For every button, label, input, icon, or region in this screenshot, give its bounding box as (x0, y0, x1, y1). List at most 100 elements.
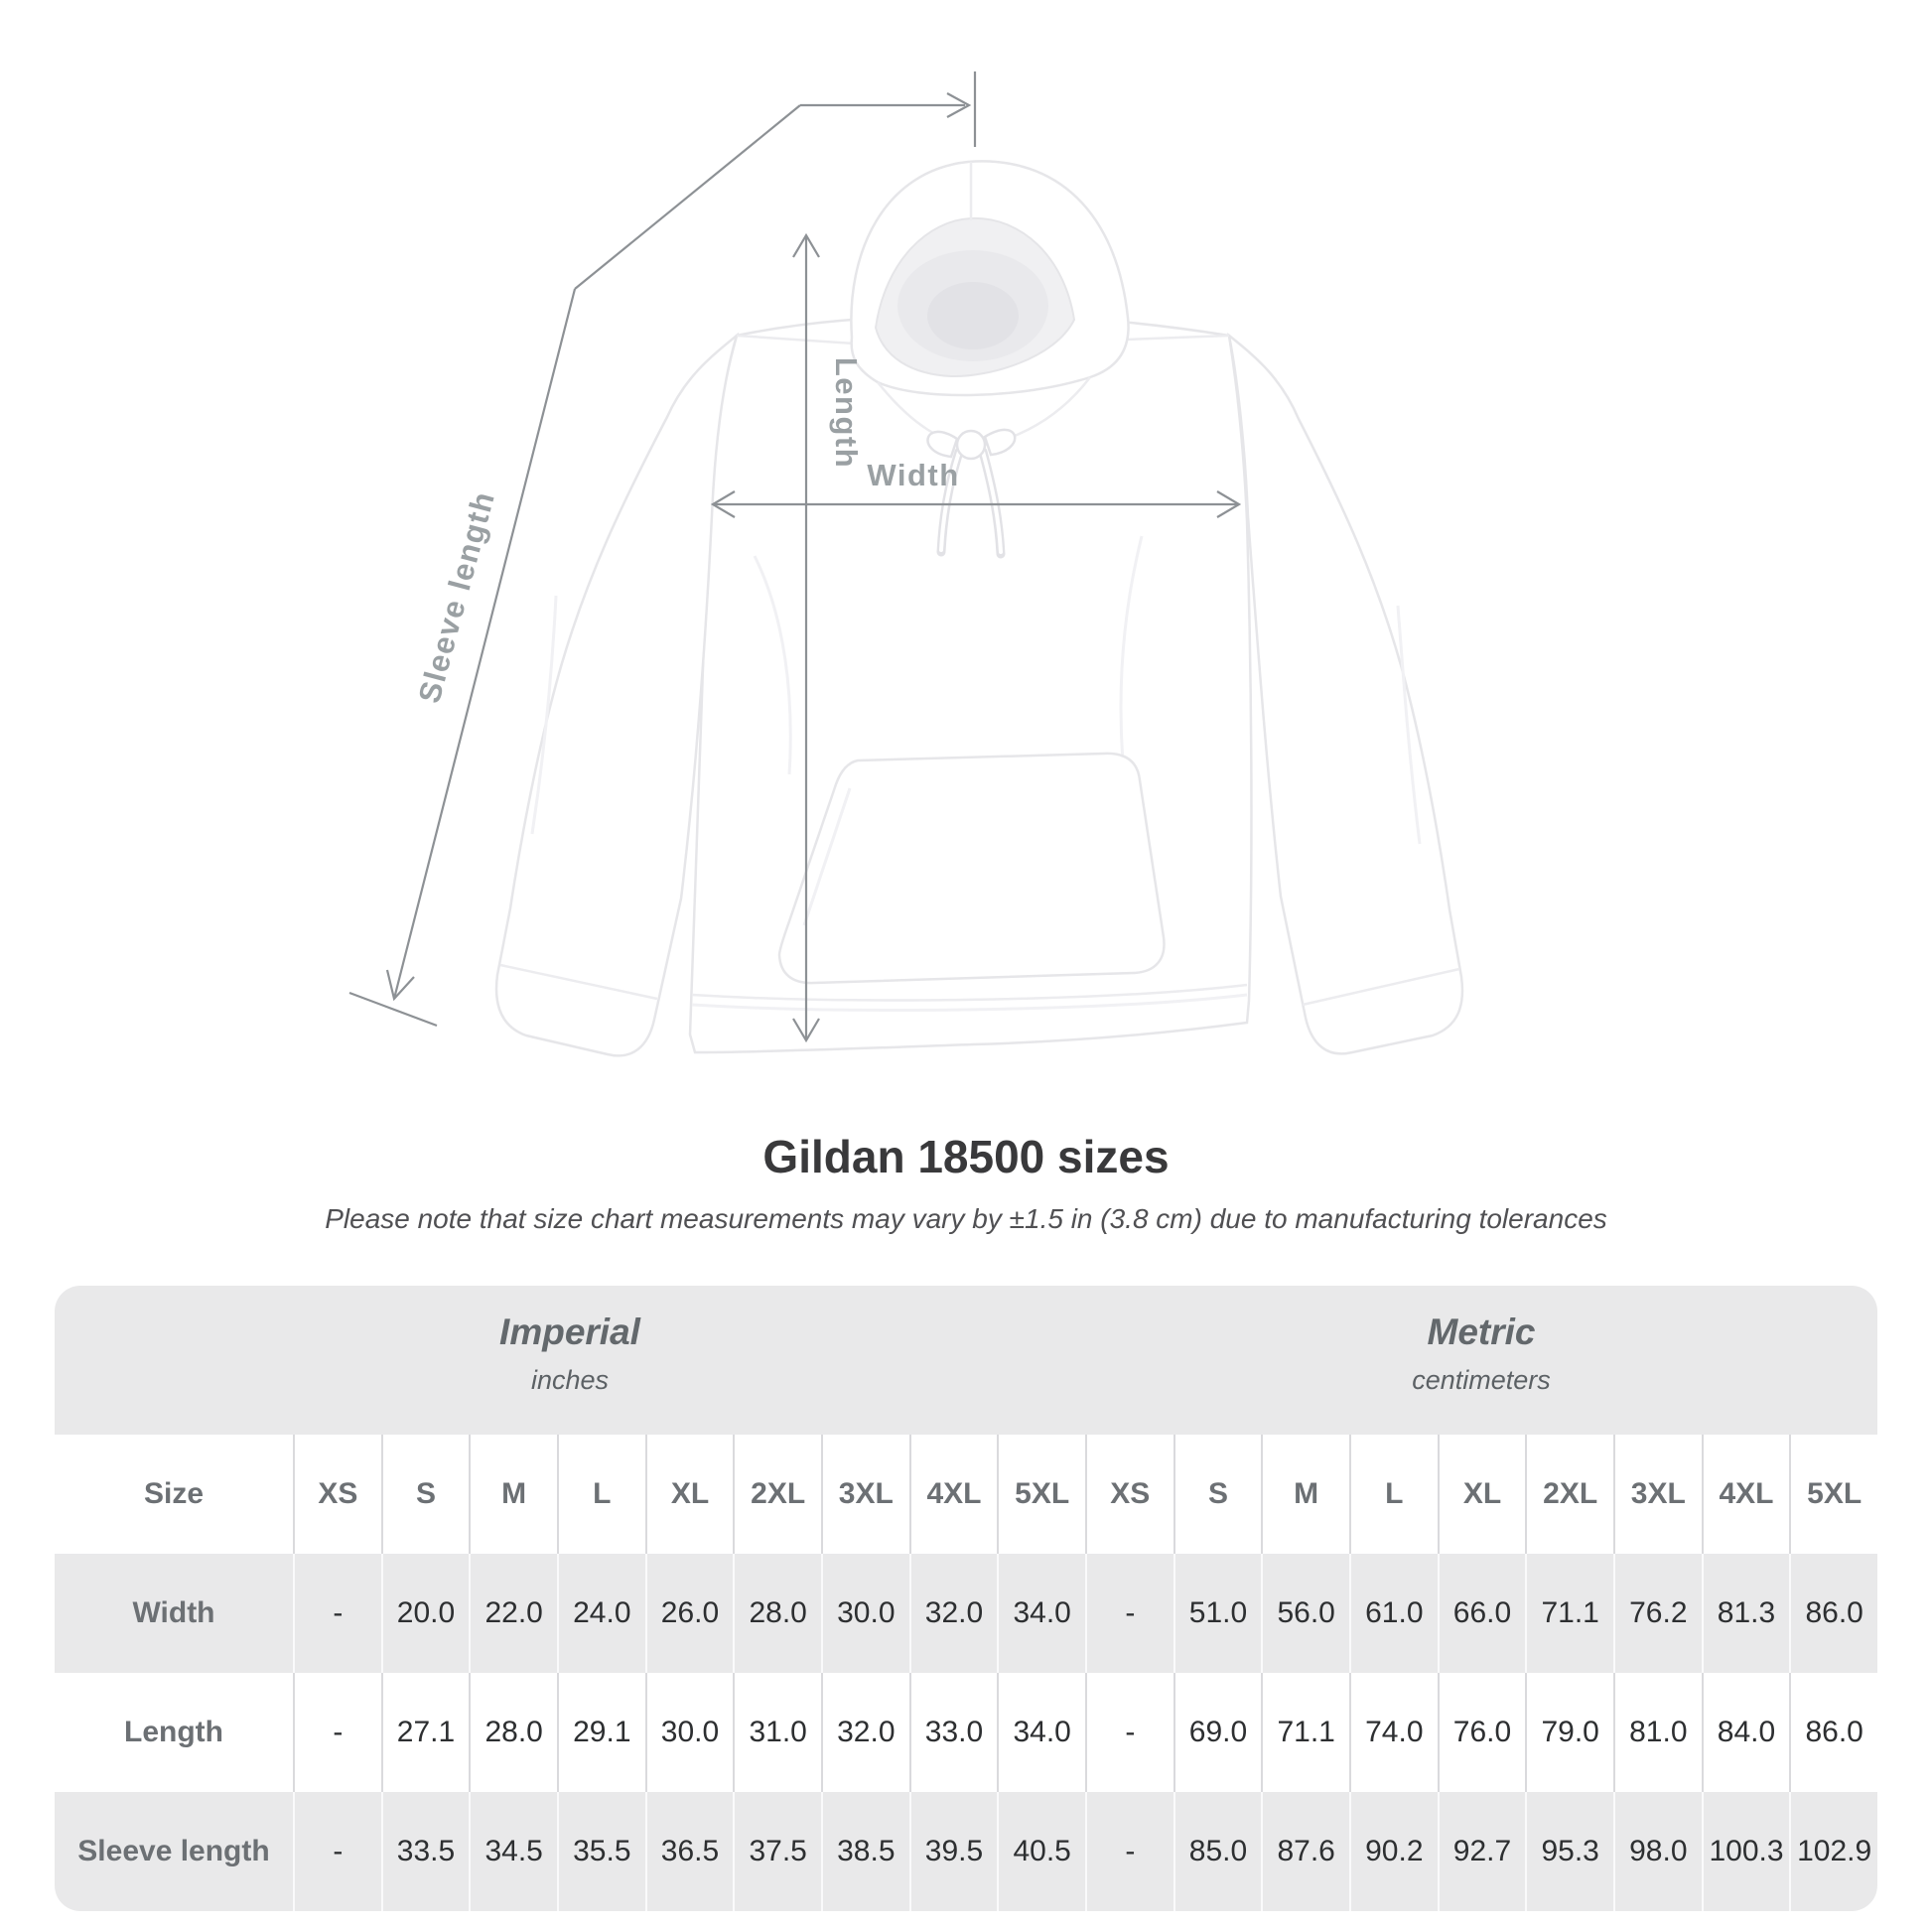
value-cell-metric-1: 51.0 (1173, 1554, 1262, 1673)
width-arrowhead-right (1216, 490, 1242, 518)
value-cell-metric-3: 61.0 (1348, 1554, 1438, 1673)
value-cell-imperial-2: 22.0 (469, 1554, 557, 1673)
value-cell-imperial-8: 34.0 (997, 1673, 1085, 1792)
size-header-imperial-7: 4XL (908, 1435, 998, 1554)
value-cell-imperial-0: - (293, 1673, 381, 1792)
size-header-metric-7: 4XL (1701, 1435, 1790, 1554)
value-cell-imperial-7: 39.5 (908, 1792, 998, 1911)
sleeve-length-row: Sleeve length -33.5 34.5 35.5 36.5 37.5 38.5 39… (55, 1792, 1877, 1911)
size-header-imperial-8: 5XL (997, 1435, 1085, 1554)
value-cell-metric-2: 87.6 (1261, 1792, 1349, 1911)
row-label: Length (124, 1716, 223, 1748)
value-cell-imperial-8: 40.5 (997, 1792, 1085, 1911)
length-arrowhead-top (792, 232, 820, 258)
kangaroo-pocket (777, 752, 1166, 985)
left-shoulder-seam (736, 334, 855, 345)
left-cuff-seam (499, 963, 658, 1001)
value-cell-imperial-5: 31.0 (733, 1673, 821, 1792)
size-header-imperial-6: 3XL (820, 1435, 909, 1554)
size-header-imperial-2: M (469, 1435, 557, 1554)
value-cell-metric-7: 81.3 (1701, 1554, 1790, 1673)
value-cell-imperial-4: 36.5 (644, 1792, 734, 1911)
metric-group-header: Metric centimeters (1085, 1286, 1877, 1435)
size-header-metric-6: 3XL (1612, 1435, 1702, 1554)
waistband-stitch (691, 993, 1248, 1012)
fabric-wrinkle (1396, 605, 1422, 845)
size-header-imperial-0: XS (293, 1435, 381, 1554)
pocket-opening-stitch (802, 787, 852, 926)
metric-group-title: Metric (1427, 1311, 1536, 1352)
sleeve-measure-arrowhead-right (946, 92, 972, 118)
sleeve-measure-bottom-tick (348, 991, 438, 1028)
metric-group-unit: centimeters (1412, 1365, 1551, 1395)
value-cell-imperial-2: 34.5 (469, 1792, 557, 1911)
value-cell-imperial-5: 37.5 (733, 1792, 821, 1911)
fabric-wrinkle (753, 555, 792, 775)
value-cell-imperial-7: 32.0 (908, 1554, 998, 1673)
size-header-metric-4: XL (1437, 1435, 1526, 1554)
size-header-metric-1: S (1173, 1435, 1262, 1554)
value-cell-metric-8: 86.0 (1789, 1554, 1877, 1673)
imperial-group-header: Imperial inches (55, 1286, 1085, 1435)
sleeve-length-label: Sleeve length (412, 487, 502, 707)
size-header-imperial-4: XL (644, 1435, 734, 1554)
value-cell-metric-1: 85.0 (1173, 1792, 1262, 1911)
value-cell-metric-5: 95.3 (1525, 1792, 1613, 1911)
value-cell-metric-3: 74.0 (1348, 1673, 1438, 1792)
fabric-wrinkle (1119, 535, 1144, 775)
size-header-metric-2: M (1261, 1435, 1349, 1554)
length-arrowhead-bottom (792, 1018, 820, 1043)
value-cell-metric-7: 84.0 (1701, 1673, 1790, 1792)
value-cell-imperial-0: - (293, 1792, 381, 1911)
value-cell-imperial-6: 38.5 (820, 1792, 909, 1911)
right-shoulder-seam (1125, 334, 1230, 342)
drawstring-bow-left-loop (926, 430, 959, 459)
value-cell-imperial-6: 30.0 (820, 1554, 909, 1673)
value-cell-metric-4: 92.7 (1437, 1792, 1526, 1911)
value-cell-metric-3: 90.2 (1348, 1792, 1438, 1911)
value-cell-imperial-3: 29.1 (556, 1673, 645, 1792)
hoodie-left-sleeve (494, 332, 740, 1057)
value-cell-metric-5: 79.0 (1525, 1673, 1613, 1792)
right-cuff-seam (1302, 967, 1460, 1007)
width-label: Width (867, 458, 959, 492)
value-cell-metric-4: 66.0 (1437, 1554, 1526, 1673)
value-cell-metric-4: 76.0 (1437, 1673, 1526, 1792)
row-label: Sleeve length (77, 1835, 270, 1867)
value-cell-imperial-3: 35.5 (556, 1792, 645, 1911)
length-label: Length (829, 357, 864, 469)
sleeve-measure-arrowhead-bottom (385, 969, 415, 1002)
size-header-metric-8: 5XL (1789, 1435, 1877, 1554)
value-cell-imperial-3: 24.0 (556, 1554, 645, 1673)
value-cell-imperial-1: 20.0 (380, 1554, 470, 1673)
value-cell-metric-7: 100.3 (1701, 1792, 1790, 1911)
hoodie-right-sleeve (1227, 332, 1464, 1055)
value-cell-metric-0: - (1084, 1673, 1173, 1792)
width-arrowhead-left (710, 490, 736, 518)
value-cell-metric-2: 56.0 (1261, 1554, 1349, 1673)
width-row: Width -20.0 22.0 24.0 26.0 28.0 30.0 32.0 34.0-5… (55, 1554, 1877, 1673)
drawstring-knot (955, 429, 987, 461)
drawstring-left-highlight (939, 450, 961, 552)
sleeve-measure-diagonal-upper (574, 104, 801, 290)
fabric-wrinkle (530, 595, 558, 835)
drawstring-right-highlight (981, 450, 1003, 554)
value-cell-imperial-1: 27.1 (380, 1673, 470, 1792)
size-header-metric-0: XS (1084, 1435, 1173, 1554)
value-cell-metric-6: 76.2 (1612, 1554, 1702, 1673)
value-cell-metric-0: - (1084, 1792, 1173, 1911)
value-cell-imperial-0: - (293, 1554, 381, 1673)
value-cell-imperial-6: 32.0 (820, 1673, 909, 1792)
size-header-metric-3: L (1348, 1435, 1438, 1554)
length-row: Length -27.1 28.0 29.1 30.0 31.0 32.0 33.0 34.0-… (55, 1673, 1877, 1792)
size-header-metric-5: 2XL (1525, 1435, 1613, 1554)
value-cell-metric-8: 102.9 (1789, 1792, 1877, 1911)
title-block: Gildan 18500 sizes Please note that size… (0, 1130, 1932, 1235)
value-cell-imperial-2: 28.0 (469, 1673, 557, 1792)
value-cell-imperial-1: 33.5 (380, 1792, 470, 1911)
value-cell-imperial-7: 33.0 (908, 1673, 998, 1792)
unit-group-band: Imperial inches Metric centimeters (55, 1286, 1877, 1435)
size-header-row: Size XS S M L XL 2XL 3XL 4XL 5XL XS S M L XL 2XL 3XL 4XL… (55, 1435, 1877, 1554)
size-header-imperial-5: 2XL (733, 1435, 821, 1554)
value-cell-metric-1: 69.0 (1173, 1673, 1262, 1792)
